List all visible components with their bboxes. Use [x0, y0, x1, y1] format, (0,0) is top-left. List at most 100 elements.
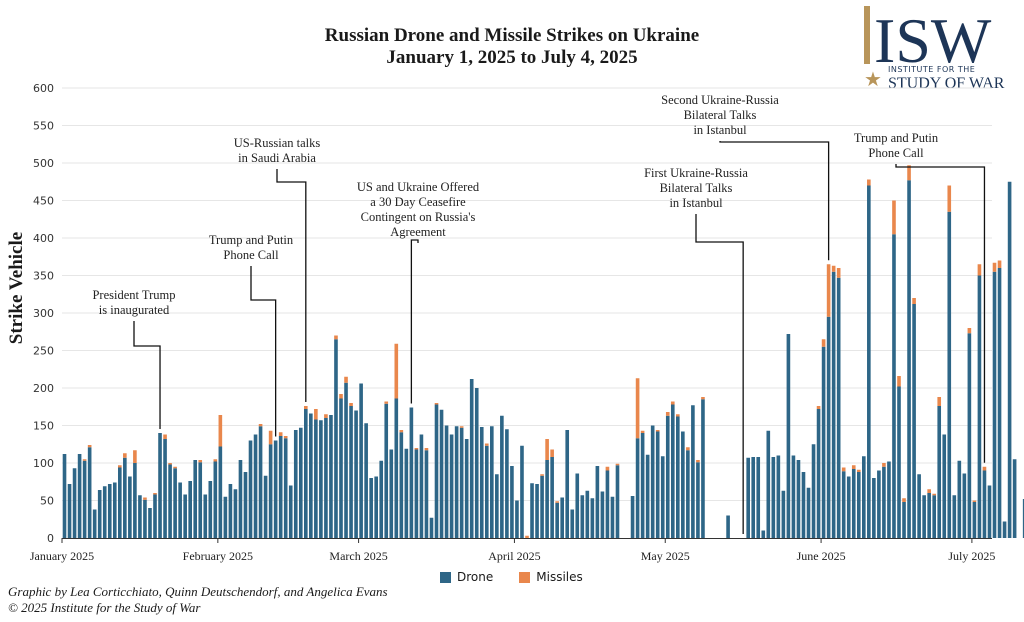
bar-drone — [665, 415, 670, 538]
bar-missiles — [982, 466, 987, 471]
bar-drone — [912, 304, 916, 538]
x-tick-label: April 2025 — [488, 549, 540, 563]
bar-drone — [751, 457, 756, 538]
bar-drone — [630, 496, 635, 538]
logo-line1: INSTITUTE FOR THE — [888, 65, 975, 74]
logo-star-icon: ★ — [864, 67, 882, 90]
bar-drone — [650, 425, 655, 538]
bar-drone — [605, 470, 610, 538]
bar-drone — [836, 277, 841, 538]
bar-drone — [243, 472, 248, 538]
bar-drone — [867, 185, 871, 538]
bar-missiles — [82, 459, 87, 461]
bar-drone — [168, 464, 172, 538]
bar-missiles — [198, 460, 203, 463]
bar-drone — [761, 530, 766, 538]
bar-drone — [977, 275, 982, 538]
bar-missiles — [897, 376, 901, 387]
bar-drone — [474, 388, 479, 538]
bar-missiles — [304, 406, 308, 409]
annotation-label: Trump and Putin Phone Call — [208, 233, 294, 262]
bar-drone — [97, 490, 102, 538]
bar-drone — [309, 413, 313, 538]
bar-drone — [902, 502, 906, 538]
bar-drone — [1002, 521, 1007, 538]
bar-drone — [560, 497, 564, 538]
bar-drone — [862, 456, 866, 538]
bar-drone — [781, 490, 786, 538]
bar-missiles — [947, 185, 952, 212]
bar-drone — [319, 420, 323, 538]
bar-missiles — [676, 414, 680, 417]
bar-drone — [163, 439, 167, 538]
bar-drone — [540, 475, 544, 538]
bar-drone — [329, 415, 333, 538]
bar-drone — [112, 482, 117, 538]
bar-drone — [107, 484, 112, 538]
x-tick-label: July 2025 — [948, 549, 995, 563]
bar-drone — [444, 425, 449, 538]
bar-drone — [218, 446, 223, 538]
legend-label-drone: Drone — [457, 570, 494, 584]
bar-drone — [987, 485, 992, 538]
annotation-label: US-Russian talks in Saudi Arabia — [233, 136, 321, 165]
bar-missiles — [349, 403, 353, 406]
x-tick-label: May 2025 — [641, 549, 690, 563]
annotation-label: First Ukraine-Russia Bilateral Talks in … — [644, 166, 748, 210]
bar-drone — [414, 449, 419, 538]
bar-drone — [821, 346, 826, 538]
bar-drone — [203, 494, 208, 538]
bar-missiles — [424, 448, 429, 451]
bar-drone — [907, 180, 911, 538]
bar-drone — [545, 460, 549, 538]
legend-label-missiles: Missiles — [536, 570, 583, 584]
bar-missiles — [123, 453, 127, 458]
bar-drone — [766, 430, 771, 538]
bar-drone — [957, 460, 962, 538]
bar-drone — [696, 462, 700, 538]
bar-missiles — [555, 501, 559, 503]
bar-drone — [464, 439, 469, 538]
bar-drone — [238, 460, 243, 538]
bar-drone — [369, 478, 373, 538]
bar-drone — [856, 472, 861, 538]
bar-drone — [92, 509, 97, 538]
bar-drone — [520, 445, 524, 538]
bar-drone — [992, 271, 997, 538]
bar-drone — [278, 436, 283, 538]
bar-drone — [439, 409, 444, 538]
bar-missiles — [665, 412, 670, 416]
bar-missiles — [344, 376, 348, 383]
bar-drone — [484, 445, 489, 538]
bar-missiles — [851, 465, 856, 469]
bar-drone — [635, 438, 640, 538]
bar-drone — [967, 333, 972, 538]
bar-missiles — [484, 443, 489, 446]
bar-drone — [801, 472, 806, 538]
bar-missiles — [867, 179, 871, 186]
bar-drone — [419, 434, 424, 538]
bar-missiles — [701, 397, 705, 400]
bar-drone — [555, 502, 559, 538]
bar-drone — [610, 496, 615, 538]
bar-drone — [640, 433, 645, 538]
bar-drone — [595, 466, 600, 538]
bar-missiles — [972, 500, 977, 502]
bar-drone — [138, 495, 142, 538]
bar-missiles — [339, 394, 343, 399]
bar-drone — [565, 430, 570, 538]
bar-drone — [816, 409, 821, 538]
bar-missiles — [324, 414, 328, 418]
bar-missiles — [992, 262, 997, 272]
bar-missiles — [686, 447, 690, 451]
legend-swatch-missiles — [519, 571, 531, 583]
bar-drone — [248, 440, 253, 538]
bar-drone — [892, 234, 896, 538]
bar-drone — [178, 482, 182, 538]
bar-drone — [505, 429, 509, 538]
annotation-leader-line — [695, 214, 744, 534]
bar-missiles — [459, 426, 464, 428]
bar-drone — [334, 339, 338, 538]
bar-drone — [87, 447, 92, 538]
